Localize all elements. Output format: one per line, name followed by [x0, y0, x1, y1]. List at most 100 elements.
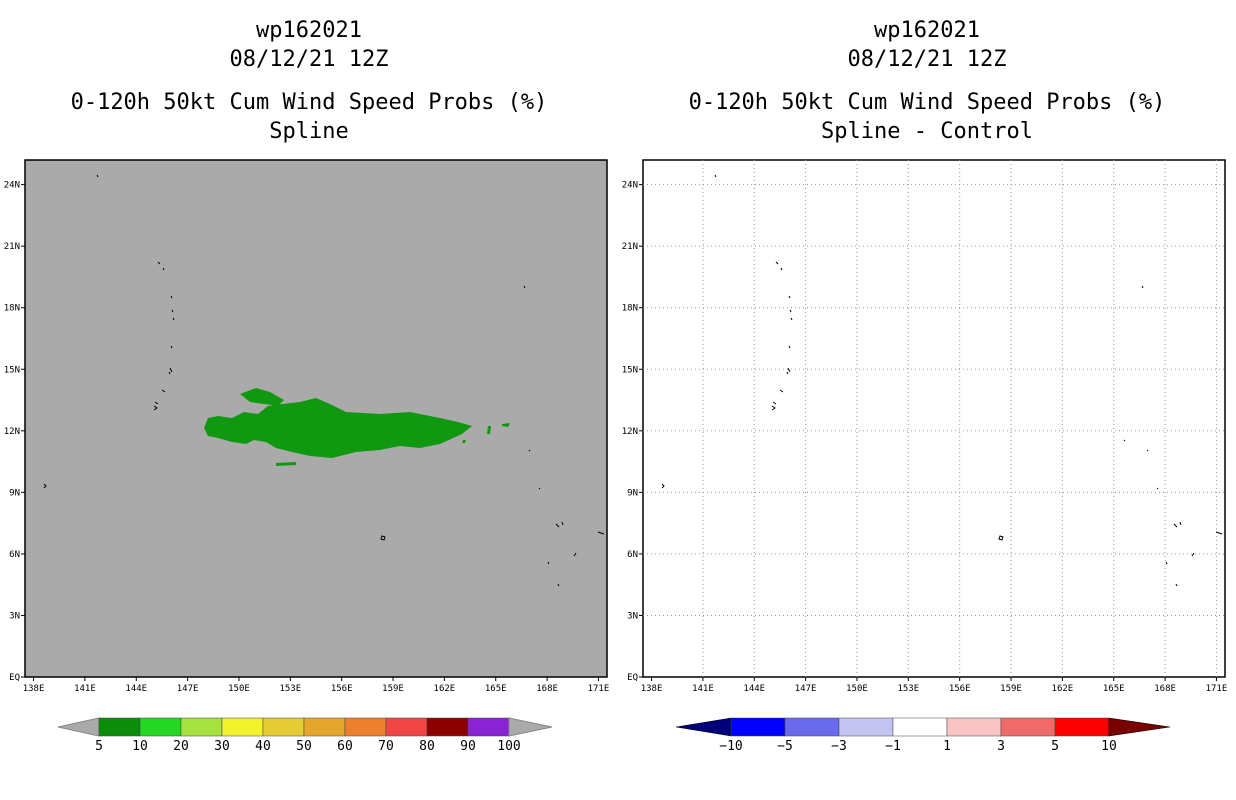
lat-tick-label: 15N [4, 365, 20, 375]
lat-tick-label: 18N [622, 304, 638, 314]
colorbar-high-arrow [508, 717, 553, 737]
left-subtitle: Spline [269, 119, 349, 144]
colorbar-low-arrow [57, 717, 100, 737]
colorbar-swatch [385, 717, 428, 737]
lon-tick-label: 147E [177, 684, 199, 694]
right-axes: 138E 141E 144E 147E 150E 153E 156E 159E 162E 165E… [622, 181, 1228, 694]
colorbar-label: 80 [419, 739, 435, 754]
lon-tick-label: 147E [795, 684, 817, 694]
right-product-title: 0-120h 50kt Cum Wind Speed Probs (%) [688, 90, 1166, 115]
colorbar-swatch [946, 717, 1002, 737]
colorbar-swatch [730, 717, 786, 737]
lon-tick-label: 141E [692, 684, 714, 694]
colorbar-label: 60 [337, 739, 353, 754]
lat-tick-label: 3N [627, 611, 638, 621]
colorbar-label: 1 [943, 739, 951, 754]
lat-tick-label: 18N [4, 304, 20, 314]
colorbar-label: −10 [719, 739, 742, 754]
colorbar-swatch [784, 717, 840, 737]
prob-main-blob [204, 398, 472, 458]
lon-tick-label: 165E [1103, 684, 1125, 694]
lon-tick-label: 171E [588, 684, 610, 694]
colorbar-label: 30 [214, 739, 230, 754]
colorbar-swatch [838, 717, 894, 737]
prob-east-dot [502, 423, 510, 427]
colorbar-label: −5 [777, 739, 793, 754]
colorbar-swatch [467, 717, 510, 737]
lat-tick-label: 24N [4, 181, 20, 191]
lat-tick-label: 9N [9, 488, 20, 498]
lon-tick-label: 144E [125, 684, 147, 694]
lon-tick-label: 165E [485, 684, 507, 694]
colorbar-label: 10 [1101, 739, 1117, 754]
colorbar-label: 40 [255, 739, 271, 754]
colorbar-label: 10 [132, 739, 148, 754]
colorbar-label: −3 [831, 739, 847, 754]
right-map-area [642, 159, 1226, 678]
colorbar-label: 5 [1051, 739, 1059, 754]
lon-tick-label: 168E [1154, 684, 1176, 694]
lat-tick-label: 6N [9, 550, 20, 560]
lat-tick-label: 6N [627, 550, 638, 560]
colorbar-swatch [1000, 717, 1056, 737]
left-product-title: 0-120h 50kt Cum Wind Speed Probs (%) [70, 90, 548, 115]
colorbar-swatch [1054, 717, 1110, 737]
colorbar-swatch [98, 717, 141, 737]
colorbar-swatch [344, 717, 387, 737]
lon-tick-label: 150E [846, 684, 868, 694]
right-datetime: 08/12/21 12Z [847, 47, 1007, 72]
left-map-svg: 138E 141E 144E 147E 150E 153E 156E 159E 162E 165E… [4, 159, 610, 754]
left-axes: 138E 141E 144E 147E 150E 153E 156E 159E 162E 165E… [4, 181, 610, 694]
lon-tick-label: 162E [1052, 684, 1074, 694]
prob-east-patch [487, 426, 491, 434]
right-panel: wp162021 08/12/21 12Z 0-120h 50kt Cum Wi… [618, 0, 1236, 800]
lon-tick-label: 150E [228, 684, 250, 694]
colorbar-swatch [892, 717, 948, 737]
left-storm-id: wp162021 [256, 18, 362, 43]
lat-tick-label: 21N [4, 242, 20, 252]
lon-tick-label: 153E [279, 684, 301, 694]
lat-tick-label: 24N [622, 181, 638, 191]
lat-tick-label: 3N [9, 611, 20, 621]
left-datetime: 08/12/21 12Z [229, 47, 389, 72]
colorbar-swatch [221, 717, 264, 737]
colorbar-label: −1 [885, 739, 901, 754]
right-islands [661, 174, 1223, 587]
left-islands [43, 174, 605, 587]
left-panel: wp162021 08/12/21 12Z 0-120h 50kt Cum Wi… [4, 18, 610, 754]
lat-tick-label: 15N [622, 365, 638, 375]
colorbar-label: 100 [497, 739, 520, 754]
colorbar-swatch [139, 717, 182, 737]
colorbar-label: 90 [460, 739, 476, 754]
lat-tick-label: 21N [622, 242, 638, 252]
right-gridlines [643, 160, 1225, 677]
lon-tick-label: 171E [1206, 684, 1228, 694]
lat-tick-label: 12N [622, 427, 638, 437]
lon-tick-label: 162E [434, 684, 456, 694]
lon-tick-label: 159E [382, 684, 404, 694]
colorbar-label: 50 [296, 739, 312, 754]
lon-tick-label: 141E [74, 684, 96, 694]
lon-tick-label: 156E [331, 684, 353, 694]
lat-tick-label: 12N [4, 427, 20, 437]
colorbar-label: 20 [173, 739, 189, 754]
colorbar-low-arrow [675, 717, 732, 737]
lon-tick-label: 144E [743, 684, 765, 694]
lat-tick-label: EQ [627, 673, 638, 683]
colorbar-swatch [180, 717, 223, 737]
left-probability-area [204, 388, 510, 466]
lat-tick-label: EQ [9, 673, 20, 683]
left-colorbar: 5 10 20 30 40 50 60 70 80 90 100 [57, 717, 553, 754]
colorbar-swatch [303, 717, 346, 737]
colorbar-label: 5 [95, 739, 103, 754]
prob-south-patch [276, 462, 296, 466]
lon-tick-label: 168E [536, 684, 558, 694]
lat-tick-label: 9N [627, 488, 638, 498]
right-map-svg: 138E 141E 144E 147E 150E 153E 156E 159E 162E 165E… [622, 159, 1228, 754]
colorbar-label: 70 [378, 739, 394, 754]
lon-tick-label: 159E [1000, 684, 1022, 694]
right-colorbar: −10 −5 −3 −1 1 3 5 10 [675, 717, 1171, 754]
colorbar-swatch [262, 717, 305, 737]
prob-speck [462, 440, 466, 443]
lon-tick-label: 138E [23, 684, 45, 694]
